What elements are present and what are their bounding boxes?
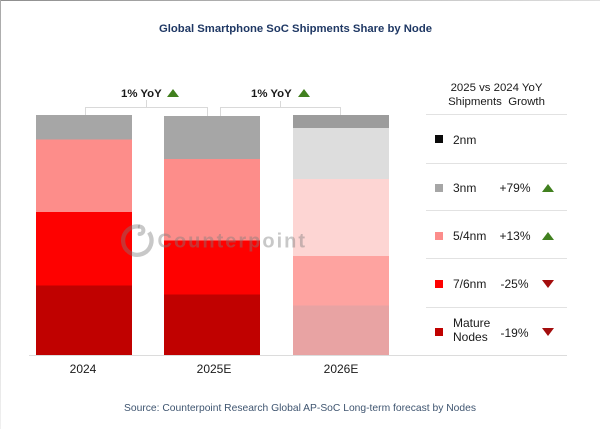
svg-text:Counterpoint: Counterpoint bbox=[158, 231, 308, 253]
